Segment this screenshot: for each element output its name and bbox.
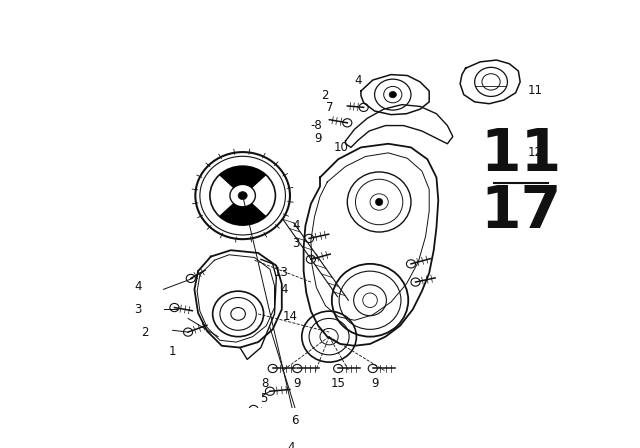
- Text: 17: 17: [480, 184, 561, 241]
- Text: 4: 4: [287, 441, 294, 448]
- Text: 2: 2: [321, 89, 329, 102]
- Text: 13: 13: [273, 267, 288, 280]
- Text: 14: 14: [282, 310, 297, 323]
- Text: 3: 3: [134, 303, 141, 316]
- Text: 3: 3: [292, 237, 300, 250]
- Text: 12: 12: [527, 146, 543, 159]
- Text: 4: 4: [355, 73, 362, 86]
- Text: 11: 11: [480, 126, 561, 183]
- Text: 9: 9: [314, 132, 322, 145]
- Text: 9: 9: [294, 378, 301, 391]
- Text: 4: 4: [281, 283, 288, 296]
- Text: 4: 4: [292, 219, 300, 232]
- Text: 2: 2: [141, 326, 149, 339]
- Text: 11: 11: [527, 85, 543, 98]
- Text: 10: 10: [333, 141, 349, 154]
- Text: 9: 9: [371, 378, 378, 391]
- Text: 4: 4: [134, 280, 141, 293]
- Text: 15: 15: [331, 378, 346, 391]
- Ellipse shape: [389, 91, 396, 98]
- Text: 8: 8: [262, 378, 269, 391]
- Ellipse shape: [376, 198, 383, 206]
- Polygon shape: [220, 166, 266, 188]
- Ellipse shape: [238, 192, 247, 200]
- Polygon shape: [220, 203, 266, 225]
- Text: -8: -8: [310, 119, 322, 132]
- Text: 6: 6: [292, 414, 299, 427]
- Text: 1: 1: [169, 345, 176, 358]
- Text: 5: 5: [260, 392, 268, 405]
- Text: 7: 7: [326, 101, 333, 114]
